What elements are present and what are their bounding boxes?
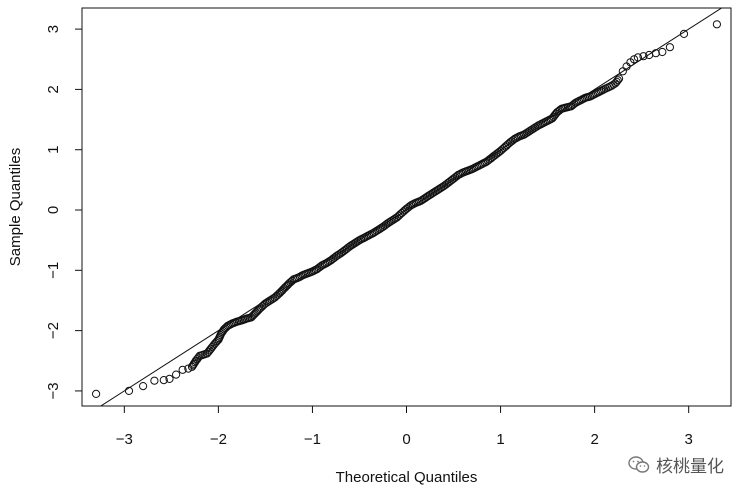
data-point (172, 370, 181, 379)
data-point (630, 55, 639, 64)
x-tick-label: 2 (590, 431, 598, 448)
watermark-text: 核桃量化 (656, 457, 724, 477)
y-tick-label: 3 (45, 25, 62, 33)
y-tick-label: −2 (45, 322, 62, 339)
data-point (651, 49, 660, 58)
x-tick-label: −3 (116, 431, 133, 448)
x-tick-label: 1 (496, 431, 504, 448)
data-point (679, 29, 689, 39)
x-tick-label: 3 (685, 431, 693, 448)
y-axis: −3 −2 −1 0 1 2 3 (45, 25, 82, 399)
data-point (139, 382, 148, 391)
data-point (665, 43, 675, 52)
data-point (658, 47, 667, 57)
data-point (159, 376, 168, 385)
wechat-icon (628, 455, 650, 474)
y-tick-label: −1 (45, 262, 62, 279)
x-tick-label: −2 (210, 431, 227, 448)
data-point (613, 76, 622, 85)
data-point (165, 374, 174, 383)
data-point (178, 365, 187, 374)
data-point (150, 376, 159, 385)
data-point (712, 20, 722, 29)
data-point (633, 53, 643, 62)
x-axis: −3 −2 −1 0 1 2 3 (116, 406, 693, 448)
y-tick-label: −3 (45, 382, 62, 399)
data-point (92, 389, 101, 398)
y-tick-label: 0 (45, 206, 62, 214)
x-tick-label: 0 (402, 431, 410, 448)
y-axis-label: Sample Quantiles (7, 148, 24, 266)
y-tick-label: 2 (45, 85, 62, 93)
data-point (639, 52, 648, 61)
watermark: 核桃量化 (628, 452, 724, 477)
data-point (615, 74, 624, 83)
x-tick-label: −1 (304, 431, 321, 448)
y-tick-label: 1 (45, 146, 62, 154)
data-point (124, 386, 134, 395)
x-axis-label: Theoretical Quantiles (336, 469, 478, 486)
